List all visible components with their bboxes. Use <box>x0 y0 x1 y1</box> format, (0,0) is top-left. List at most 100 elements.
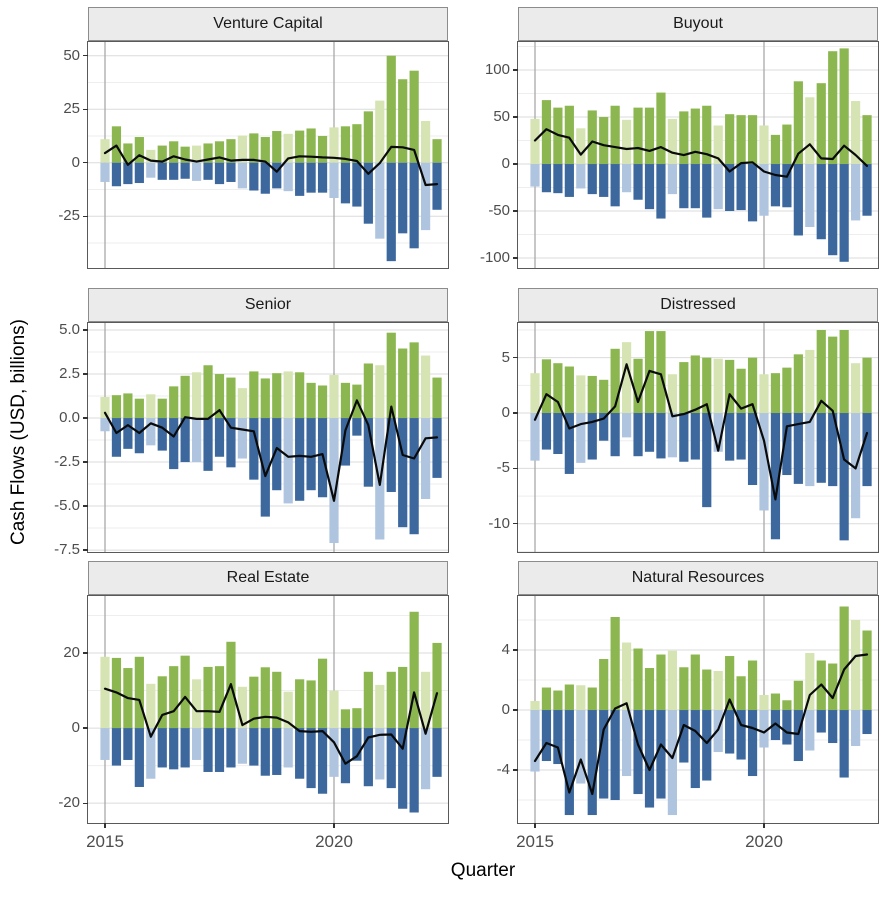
negative-bar <box>340 162 350 204</box>
negative-bar <box>420 727 430 789</box>
negative-bar <box>271 417 282 490</box>
negative-bar <box>553 163 563 193</box>
positive-bar <box>690 654 700 710</box>
negative-bar <box>827 709 838 743</box>
negative-bar <box>656 412 666 459</box>
negative-bar <box>386 727 396 788</box>
positive-cashflow-bars <box>100 611 442 728</box>
negative-bar <box>827 163 838 255</box>
positive-bar <box>782 124 792 164</box>
y-tick-label: 5.0 <box>59 321 80 339</box>
natural-resources-chart <box>517 595 878 823</box>
positive-bar <box>248 133 259 163</box>
positive-bar <box>100 656 110 728</box>
positive-bar <box>587 110 597 164</box>
negative-bar <box>621 163 631 192</box>
positive-bar <box>271 130 282 163</box>
negative-bar <box>553 412 563 454</box>
positive-bar <box>553 690 563 710</box>
positive-bar <box>541 99 551 164</box>
negative-bar <box>667 412 677 458</box>
y-tick-label: -5 <box>496 459 510 477</box>
negative-bar <box>363 727 373 786</box>
negative-bar <box>386 417 396 492</box>
positive-bar <box>541 687 551 710</box>
negative-bar <box>862 412 872 486</box>
positive-bar <box>621 119 631 164</box>
positive-bar <box>782 367 792 413</box>
x-tick-label: 2015 <box>516 832 554 851</box>
positive-bar <box>804 652 815 710</box>
positive-bar <box>409 70 419 163</box>
positive-bar <box>770 693 780 710</box>
positive-bar <box>839 329 849 413</box>
negative-bar <box>621 412 631 438</box>
y-tick-label: 4 <box>501 641 510 658</box>
negative-bar <box>690 412 700 460</box>
negative-bar <box>782 163 792 207</box>
positive-bar <box>191 371 201 418</box>
negative-bar <box>237 417 247 459</box>
y-tick-label: -10 <box>488 514 510 532</box>
y-axis-tick-labels: 5.0 2.5 0.0 -2.5 -5.0 -7.5 <box>24 321 80 558</box>
negative-bar <box>816 709 826 733</box>
positive-bar <box>759 373 769 413</box>
negative-bar <box>713 412 723 452</box>
y-tick-label: -7.5 <box>54 541 80 559</box>
positive-bar <box>145 683 156 728</box>
negative-bar <box>724 412 734 461</box>
positive-bar <box>610 616 620 710</box>
y-tick-label: 50 <box>63 46 80 64</box>
y-tick-mark <box>513 163 518 165</box>
positive-bar <box>793 354 803 413</box>
positive-bar <box>386 332 396 418</box>
negative-bar <box>644 412 654 452</box>
negative-bar <box>759 412 769 511</box>
positive-bar <box>678 361 689 413</box>
negative-bar <box>374 162 385 239</box>
negative-bar <box>587 163 597 194</box>
y-tick-mark <box>513 116 518 118</box>
negative-bar <box>610 412 620 456</box>
y-tick-mark <box>83 727 88 729</box>
positive-bar <box>759 694 769 710</box>
x-tick-mark <box>333 823 335 828</box>
positive-bar <box>644 107 654 164</box>
positive-bar <box>420 120 430 163</box>
negative-bar <box>633 163 643 200</box>
negative-bar <box>386 162 396 261</box>
negative-bar <box>713 163 723 209</box>
positive-bar <box>827 50 838 164</box>
negative-bar <box>862 709 872 734</box>
y-tick-label: -4 <box>496 761 510 779</box>
negative-bar <box>363 162 373 224</box>
positive-bar <box>363 671 373 728</box>
negative-bar <box>656 163 666 219</box>
y-tick-label: 5 <box>501 348 510 366</box>
y-tick-mark <box>83 802 88 804</box>
positive-bar <box>214 141 224 163</box>
negative-bar <box>157 417 167 451</box>
distressed-chart <box>517 322 878 552</box>
negative-bar <box>420 162 430 230</box>
negative-bar <box>260 727 270 776</box>
y-tick-label: -2.5 <box>54 453 80 471</box>
positive-bar <box>530 372 540 413</box>
x-tick-mark <box>534 823 536 828</box>
buyout-chart <box>517 41 878 268</box>
positive-bar <box>157 398 167 418</box>
negative-bar <box>352 417 362 436</box>
y-tick-label: -20 <box>58 794 80 812</box>
positive-bar <box>575 375 586 413</box>
positive-bar <box>862 630 872 710</box>
negative-bar <box>409 162 419 249</box>
negative-bar <box>541 709 551 761</box>
x-tick-label: 2020 <box>315 832 353 851</box>
negative-bar <box>317 162 327 193</box>
negative-bar <box>111 162 121 186</box>
negative-bar <box>690 709 700 788</box>
negative-bar <box>123 162 133 184</box>
positive-bar <box>374 364 385 418</box>
positive-bar <box>363 363 373 418</box>
negative-bar <box>306 417 316 490</box>
